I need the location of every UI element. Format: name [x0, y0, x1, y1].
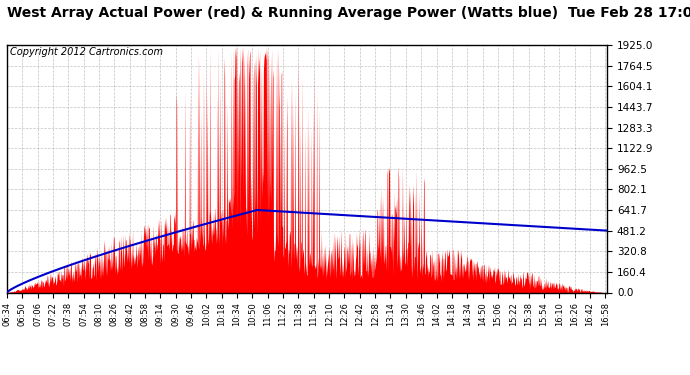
Text: West Array Actual Power (red) & Running Average Power (Watts blue)  Tue Feb 28 1: West Array Actual Power (red) & Running … — [7, 6, 690, 20]
Text: Copyright 2012 Cartronics.com: Copyright 2012 Cartronics.com — [10, 48, 163, 57]
